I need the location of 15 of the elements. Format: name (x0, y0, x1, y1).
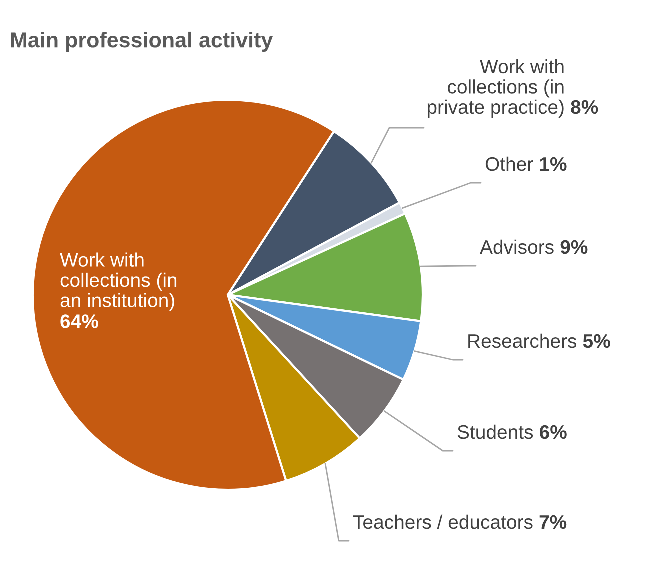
slice-label: Researchers (468, 334, 577, 348)
slice-label: Other (486, 156, 534, 172)
slice-label: Work with collections (in an institution) (60, 252, 177, 312)
data-label: 6% (540, 425, 567, 440)
data-label: 5% (583, 334, 610, 348)
chart-title: Main professional activity (11, 32, 274, 52)
slice-label: Students (458, 424, 534, 440)
data-label: 9% (560, 240, 588, 254)
slice-label: Work with collections (in private practice) (428, 59, 564, 118)
data-label: 8% (571, 100, 598, 114)
slice-label: Advisors (480, 240, 554, 254)
slice-label: Teachers / educators (353, 514, 533, 530)
data-label: 1% (540, 157, 567, 172)
data-label: 64% (60, 314, 98, 328)
data-label: 7% (540, 515, 567, 530)
